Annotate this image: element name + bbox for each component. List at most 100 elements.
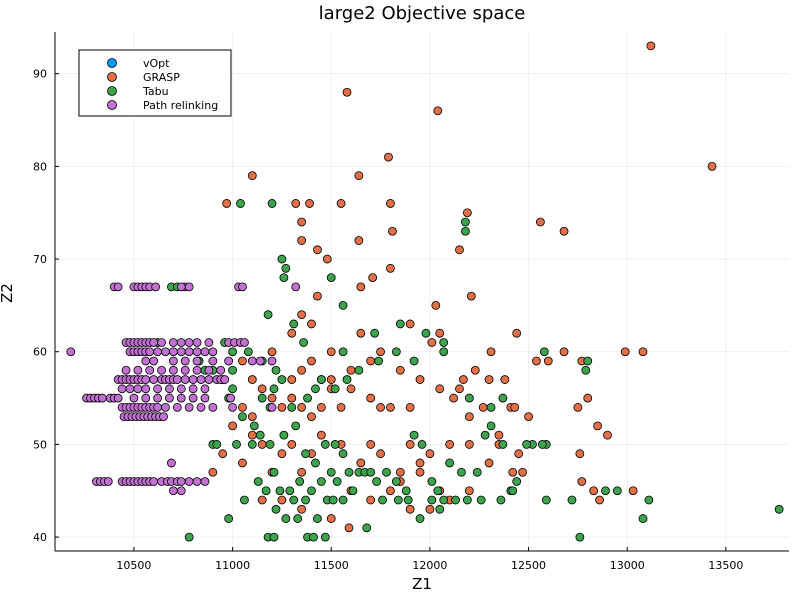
data-point	[149, 477, 159, 486]
data-point	[307, 356, 316, 366]
data-point	[512, 328, 522, 338]
data-point	[439, 338, 449, 347]
data-point	[395, 467, 405, 477]
data-point	[316, 477, 326, 486]
data-point	[480, 430, 490, 440]
data-point	[401, 486, 411, 496]
data-point	[263, 310, 273, 320]
data-point	[279, 273, 289, 282]
data-point	[297, 504, 307, 514]
data-point	[249, 421, 259, 431]
data-point	[326, 375, 336, 384]
data-point	[271, 365, 281, 375]
data-point	[510, 402, 520, 412]
data-point	[573, 402, 583, 412]
data-point	[344, 467, 354, 477]
data-point	[336, 199, 346, 208]
y-tick-label: 70	[33, 253, 47, 266]
data-point	[212, 440, 222, 449]
data-point	[354, 171, 364, 181]
data-point	[417, 440, 427, 449]
data-point	[439, 347, 449, 357]
data-point	[522, 440, 531, 449]
data-point	[518, 467, 528, 477]
data-point	[366, 393, 376, 403]
data-point	[326, 514, 336, 523]
data-point	[372, 477, 382, 486]
data-point	[628, 486, 638, 496]
y-tick-label: 50	[33, 438, 47, 451]
data-point	[151, 282, 161, 292]
data-point	[228, 347, 237, 357]
data-point	[192, 365, 202, 375]
data-point	[255, 356, 265, 366]
data-point	[267, 393, 277, 403]
data-point	[176, 393, 186, 403]
data-point	[149, 375, 159, 384]
data-point	[415, 514, 425, 523]
data-point	[149, 356, 159, 366]
series-grasp	[208, 41, 717, 533]
data-point	[165, 393, 174, 403]
data-point	[232, 440, 241, 449]
data-point	[277, 254, 287, 264]
data-point	[228, 421, 237, 431]
data-point	[484, 458, 494, 468]
data-point	[376, 402, 385, 412]
x-tick-label: 13000	[610, 559, 645, 572]
data-point	[638, 347, 648, 357]
data-point	[484, 375, 494, 384]
data-point	[145, 347, 155, 357]
data-point	[486, 421, 496, 431]
data-point	[224, 514, 234, 523]
data-point	[277, 495, 287, 505]
data-point	[395, 319, 405, 329]
legend-label: GRASP	[143, 71, 180, 84]
data-point	[208, 467, 218, 477]
data-point	[161, 402, 170, 412]
data-point	[378, 495, 387, 505]
data-point	[366, 495, 376, 505]
data-point	[305, 199, 314, 208]
data-point	[236, 199, 245, 208]
data-point	[247, 375, 257, 384]
data-point	[184, 282, 194, 292]
data-point	[455, 245, 464, 255]
data-point	[168, 338, 178, 347]
data-point	[275, 486, 285, 496]
data-point	[311, 384, 320, 394]
data-point	[161, 347, 170, 357]
data-point	[238, 458, 247, 468]
data-point	[330, 384, 340, 394]
x-axis-title: Z1	[412, 575, 432, 593]
data-point	[297, 310, 307, 320]
data-point	[192, 356, 202, 366]
data-point	[433, 486, 443, 496]
data-point	[461, 226, 470, 236]
data-point	[386, 199, 395, 208]
data-point	[435, 504, 445, 514]
data-point	[297, 402, 307, 412]
data-point	[200, 477, 210, 486]
data-point	[247, 440, 257, 449]
data-point	[238, 412, 247, 422]
data-point	[168, 486, 178, 496]
data-point	[366, 440, 376, 449]
data-point	[180, 356, 190, 366]
data-points	[66, 41, 784, 542]
data-point	[476, 495, 486, 505]
data-point	[403, 495, 413, 505]
data-point	[180, 375, 190, 384]
data-point	[328, 495, 338, 505]
data-point	[192, 338, 202, 347]
data-point	[421, 328, 431, 338]
data-point	[103, 477, 113, 486]
data-point	[149, 338, 159, 347]
data-point	[153, 347, 163, 357]
data-point	[172, 375, 182, 384]
data-point	[457, 467, 466, 477]
data-point	[405, 504, 415, 514]
data-point	[168, 356, 178, 366]
data-point	[297, 365, 307, 375]
